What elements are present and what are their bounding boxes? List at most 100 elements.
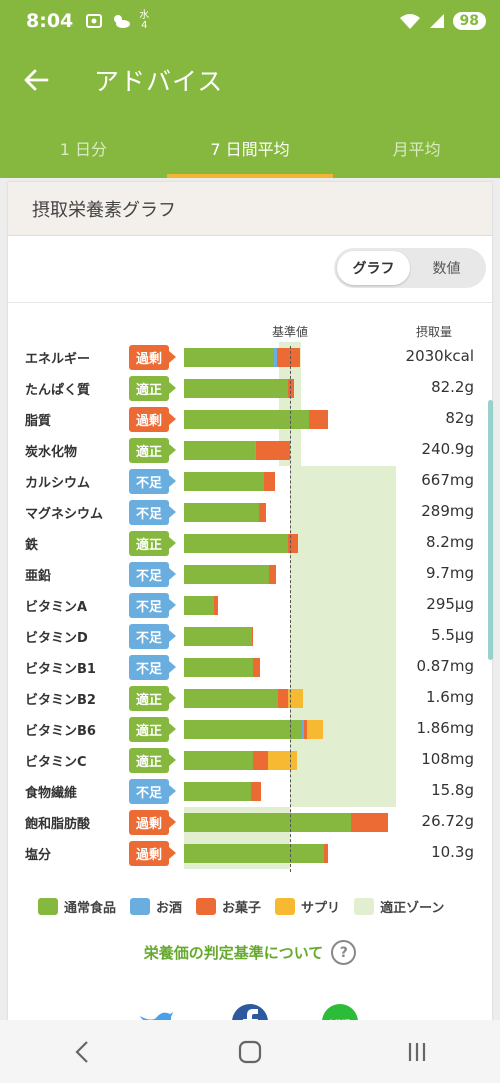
snacks-bar [323, 844, 329, 863]
intake-value: 1.6mg [426, 688, 474, 706]
status-badge: 不足 [129, 500, 176, 525]
snacks-bar [263, 472, 276, 491]
nutrient-name: 炭水化物 [25, 445, 78, 460]
nutrient-row: ビタミンC 適正 108mg [8, 745, 492, 776]
status-badge-label: 不足 [135, 600, 162, 615]
supplement-bar [306, 720, 323, 739]
proper-zone [290, 745, 396, 776]
nutrient-row: 飽和脂肪酸 過剰 26.72g [8, 807, 492, 838]
scrollbar[interactable] [488, 400, 493, 660]
proper-zone [290, 652, 396, 683]
help-icon[interactable]: ? [331, 940, 357, 965]
status-badge-label: 不足 [135, 631, 162, 646]
graph-toggle-button[interactable]: グラフ [337, 251, 410, 285]
nav-back-icon[interactable] [71, 1040, 95, 1064]
normal-food-bar [184, 472, 264, 491]
status-badge: 不足 [129, 593, 176, 618]
intake-value: 82.2g [431, 378, 474, 396]
tab-seven-day-average[interactable]: 7 日間平均 [166, 118, 334, 178]
intake-value: 240.9g [421, 440, 474, 458]
period-tabs: 1 日分 7 日間平均 月平均 [0, 118, 500, 178]
nutrient-name: エネルギー [25, 352, 91, 367]
divider [8, 302, 492, 303]
criteria-link-label[interactable]: 栄養価の判定基準について [143, 944, 324, 962]
status-badge: 不足 [129, 655, 176, 680]
back-button[interactable] [6, 50, 66, 110]
nutrient-name: ビタミンC [25, 755, 87, 770]
status-badge: 不足 [129, 624, 176, 649]
nutrient-row: 亜鉛 不足 9.7mg [8, 559, 492, 590]
normal-food-bar [184, 534, 288, 553]
intake-value: 295µg [426, 595, 474, 613]
legend-alcohol: お酒 [130, 897, 182, 916]
status-time: 8:04 [26, 10, 74, 32]
normal-food-bar [184, 596, 214, 615]
snacks-bar [351, 813, 388, 832]
snacks-bar [309, 410, 329, 429]
nutrient-row: カルシウム 不足 667mg [8, 466, 492, 497]
status-badge-label: 適正 [135, 538, 162, 553]
nutrient-name: 食物繊維 [25, 786, 78, 801]
intake-value: 1.86mg [416, 719, 474, 737]
intake-value: 108mg [421, 750, 474, 768]
card-title: 摂取栄養素グラフ [8, 182, 492, 236]
nutrient-name: 亜鉛 [25, 569, 52, 584]
criteria-link[interactable]: 栄養価の判定基準について ? [8, 940, 492, 965]
proper-zone [290, 590, 396, 621]
normal-food-bar [184, 720, 302, 739]
tab-monthly-average[interactable]: 月平均 [392, 140, 441, 159]
nutrient-row: 鉄 適正 8.2mg [8, 528, 492, 559]
status-badge-label: 不足 [135, 662, 162, 677]
normal-food-bar [184, 348, 275, 367]
supplement-bar [287, 689, 303, 708]
status-badge-label: 過剰 [135, 352, 162, 367]
nutrient-graph-card: 摂取栄養素グラフ グラフ 数値 基準値 摂取量 エネルギー 過剰 2030kcal た… [8, 182, 492, 1042]
supplement-bar [267, 751, 298, 770]
snacks-bar [303, 720, 307, 739]
status-badge: 過剰 [129, 841, 176, 866]
proper-zone [290, 559, 396, 590]
legend-normal-food: 通常食品 [38, 897, 116, 916]
legend: 通常食品 お酒 お菓子 サプリ 適正ゾーン [38, 897, 444, 916]
nutrient-chart: エネルギー 過剰 2030kcal たんぱく質 適正 82.2g 脂質 過剰 82g 炭水化物 適正… [8, 342, 492, 877]
nutrient-row: ビタミンD 不足 5.5µg [8, 621, 492, 652]
snacks-bar [250, 782, 262, 801]
status-badge-label: 適正 [135, 445, 162, 460]
reference-column-header: 基準値 [272, 325, 309, 339]
status-badge-label: 過剰 [135, 848, 162, 863]
normal-food-bar [184, 379, 288, 398]
tab-one-day[interactable]: 1 日分 [59, 140, 107, 159]
normal-food-bar [184, 441, 256, 460]
system-nav-bar [0, 1020, 500, 1083]
alcohol-bar [274, 348, 278, 367]
reference-line [290, 346, 291, 872]
weather-icon [114, 15, 131, 28]
back-arrow-icon [24, 69, 49, 91]
snacks-bar [256, 441, 290, 460]
nutrient-name: 鉄 [25, 538, 39, 553]
status-badge: 不足 [129, 469, 176, 494]
nav-recents-icon[interactable] [405, 1040, 429, 1064]
nutrient-name: 脂質 [25, 414, 52, 429]
intake-value: 2030kcal [405, 347, 474, 365]
nav-home-icon[interactable] [237, 1039, 263, 1065]
proper-zone [290, 621, 396, 652]
nutrient-row: ビタミンB2 適正 1.6mg [8, 683, 492, 714]
nutrient-name: マグネシウム [25, 507, 104, 522]
status-badge: 過剰 [129, 810, 176, 835]
status-badge: 適正 [129, 717, 176, 742]
normal-food-bar [184, 751, 253, 770]
status-badge-label: 適正 [135, 755, 162, 770]
nutrient-name: ビタミンB1 [25, 662, 96, 677]
snacks-bar [259, 503, 266, 522]
nutrient-name: たんぱく質 [25, 383, 91, 398]
nutrient-name: ビタミンB2 [25, 693, 96, 708]
numeric-toggle-button[interactable]: 数値 [432, 261, 461, 277]
app-bar: アドバイス [0, 42, 500, 118]
nutrient-row: マグネシウム 不足 289mg [8, 497, 492, 528]
intake-value: 10.3g [431, 843, 474, 861]
status-badge-label: 不足 [135, 569, 162, 584]
snacks-bar [287, 379, 295, 398]
nutrient-row: ビタミンB6 適正 1.86mg [8, 714, 492, 745]
